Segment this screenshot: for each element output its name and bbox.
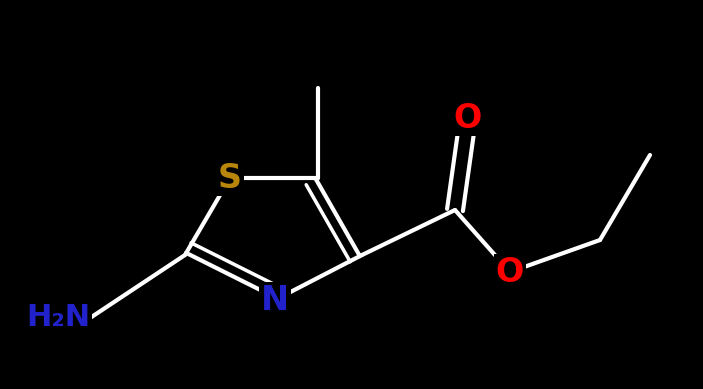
Text: O: O	[496, 256, 524, 289]
Text: S: S	[218, 161, 242, 194]
Text: O: O	[454, 102, 482, 135]
Text: N: N	[261, 284, 289, 317]
Text: H₂N: H₂N	[26, 303, 90, 333]
